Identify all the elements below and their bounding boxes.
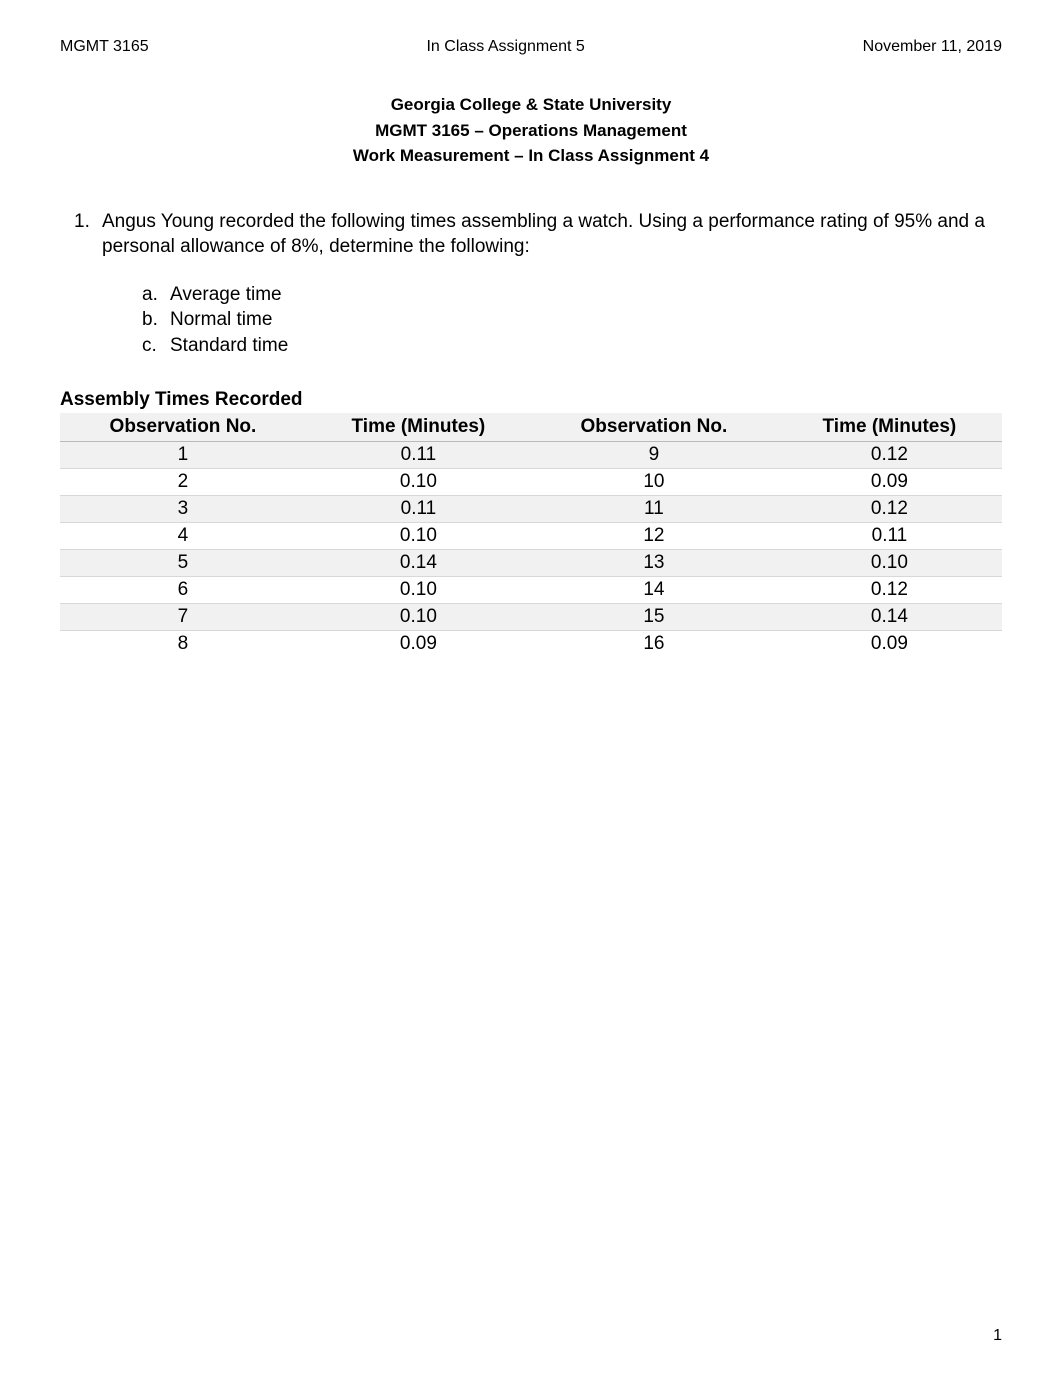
- table-cell: 0.12: [777, 576, 1002, 603]
- col-header: Time (Minutes): [306, 413, 531, 442]
- table-row: 60.10140.12: [60, 576, 1002, 603]
- table-cell: 0.12: [777, 441, 1002, 468]
- col-header: Time (Minutes): [777, 413, 1002, 442]
- title-line-2: MGMT 3165 – Operations Management: [60, 118, 1002, 144]
- table-cell: 16: [531, 630, 777, 657]
- col-header: Observation No.: [60, 413, 306, 442]
- question-text: Angus Young recorded the following times…: [102, 209, 1002, 260]
- header-left: MGMT 3165: [60, 38, 149, 56]
- assembly-times-table: Observation No. Time (Minutes) Observati…: [60, 413, 1002, 657]
- sub-item-b: b. Normal time: [142, 307, 1002, 333]
- table-title: Assembly Times Recorded: [60, 389, 1002, 411]
- table-cell: 4: [60, 522, 306, 549]
- table-cell: 0.10: [777, 549, 1002, 576]
- table-cell: 0.10: [306, 603, 531, 630]
- table-cell: 12: [531, 522, 777, 549]
- table-row: 40.10120.11: [60, 522, 1002, 549]
- table-cell: 10: [531, 468, 777, 495]
- table-cell: 0.11: [777, 522, 1002, 549]
- sub-letter: b.: [142, 307, 170, 333]
- table-cell: 11: [531, 495, 777, 522]
- table-cell: 3: [60, 495, 306, 522]
- table-row: 20.10100.09: [60, 468, 1002, 495]
- sub-letter: a.: [142, 282, 170, 308]
- table-cell: 0.09: [777, 468, 1002, 495]
- table-cell: 0.11: [306, 495, 531, 522]
- table-cell: 13: [531, 549, 777, 576]
- table-cell: 0.14: [777, 603, 1002, 630]
- sub-letter: c.: [142, 333, 170, 359]
- table-cell: 0.10: [306, 468, 531, 495]
- table-cell: 0.09: [777, 630, 1002, 657]
- table-cell: 0.09: [306, 630, 531, 657]
- table-cell: 0.12: [777, 495, 1002, 522]
- table-cell: 7: [60, 603, 306, 630]
- document-title-block: Georgia College & State University MGMT …: [60, 92, 1002, 169]
- table-cell: 8: [60, 630, 306, 657]
- sub-text: Standard time: [170, 333, 288, 359]
- header-right: November 11, 2019: [863, 38, 1002, 56]
- table-cell: 15: [531, 603, 777, 630]
- table-cell: 0.11: [306, 441, 531, 468]
- page-number: 1: [993, 1327, 1002, 1345]
- col-header: Observation No.: [531, 413, 777, 442]
- table-cell: 9: [531, 441, 777, 468]
- question-1: 1. Angus Young recorded the following ti…: [60, 209, 1002, 260]
- table-cell: 2: [60, 468, 306, 495]
- table-row: 70.10150.14: [60, 603, 1002, 630]
- header-center: In Class Assignment 5: [426, 38, 584, 56]
- sub-item-c: c. Standard time: [142, 333, 1002, 359]
- question-number: 1.: [60, 209, 102, 260]
- table-row: 80.09160.09: [60, 630, 1002, 657]
- title-line-1: Georgia College & State University: [60, 92, 1002, 118]
- table-cell: 0.10: [306, 576, 531, 603]
- sub-item-a: a. Average time: [142, 282, 1002, 308]
- table-cell: 14: [531, 576, 777, 603]
- table-header-row: Observation No. Time (Minutes) Observati…: [60, 413, 1002, 442]
- table-cell: 6: [60, 576, 306, 603]
- title-line-3: Work Measurement – In Class Assignment 4: [60, 143, 1002, 169]
- sub-text: Normal time: [170, 307, 272, 333]
- table-cell: 5: [60, 549, 306, 576]
- sub-text: Average time: [170, 282, 282, 308]
- table-row: 30.11110.12: [60, 495, 1002, 522]
- page-header: MGMT 3165 In Class Assignment 5 November…: [60, 38, 1002, 56]
- table-cell: 0.14: [306, 549, 531, 576]
- table-row: 50.14130.10: [60, 549, 1002, 576]
- sub-question-list: a. Average time b. Normal time c. Standa…: [142, 282, 1002, 359]
- table-row: 10.1190.12: [60, 441, 1002, 468]
- table-cell: 0.10: [306, 522, 531, 549]
- table-cell: 1: [60, 441, 306, 468]
